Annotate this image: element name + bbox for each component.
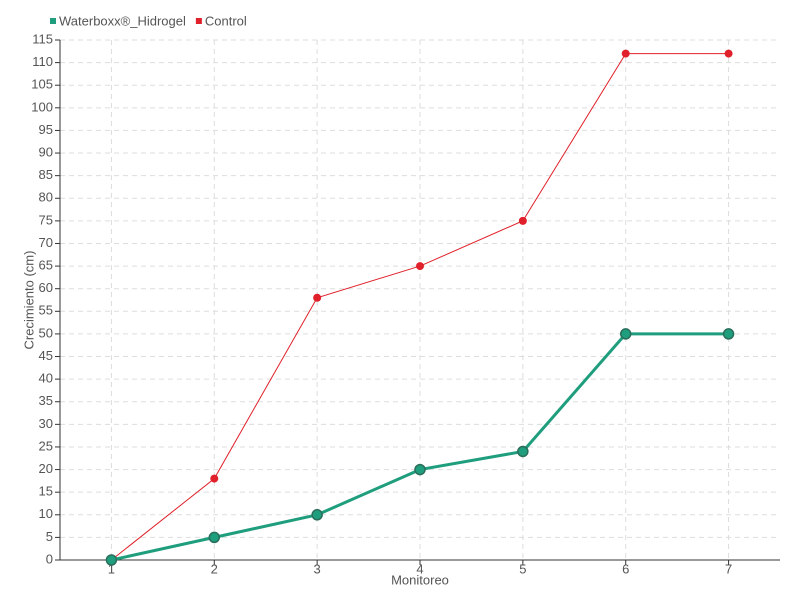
x-tick-label: 3 <box>314 561 321 576</box>
data-point <box>518 216 527 225</box>
y-axis-label: Crecimiento (cm) <box>21 251 36 350</box>
y-tick-label: 0 <box>46 551 53 566</box>
data-point <box>311 509 323 521</box>
x-tick-label: 5 <box>519 561 526 576</box>
y-tick-label: 55 <box>39 303 53 318</box>
data-point <box>313 293 322 302</box>
data-point <box>621 49 630 58</box>
x-tick-label: 7 <box>725 561 732 576</box>
y-tick-label: 10 <box>39 506 53 521</box>
x-tick-label: 2 <box>211 561 218 576</box>
data-point <box>517 445 529 458</box>
y-tick-label: 60 <box>39 280 53 295</box>
y-tick-label: 50 <box>39 325 53 340</box>
x-tick-label: 4 <box>416 561 423 576</box>
data-point <box>722 328 735 340</box>
legend-label: Waterboxx®_Hidrogel <box>59 13 186 28</box>
data-point <box>414 463 426 476</box>
y-tick-label: 25 <box>39 438 53 453</box>
y-tick-label: 5 <box>46 529 53 544</box>
data-point <box>619 328 632 340</box>
y-tick-label: 90 <box>39 144 53 159</box>
legend-swatch <box>195 18 202 24</box>
y-tick-label: 85 <box>39 167 53 182</box>
y-tick-label: 75 <box>39 212 53 227</box>
y-tick-label: 65 <box>39 258 53 273</box>
y-tick-label: 45 <box>39 348 53 363</box>
y-tick-label: 105 <box>31 77 53 92</box>
data-point <box>105 554 118 566</box>
y-tick-label: 30 <box>39 416 53 431</box>
data-point <box>724 49 733 58</box>
y-tick-label: 20 <box>39 461 53 476</box>
y-tick-label: 95 <box>39 122 53 137</box>
y-tick-label: 70 <box>39 235 53 250</box>
y-tick-label: 110 <box>32 54 53 69</box>
legend-label: Control <box>205 13 247 28</box>
y-tick-label: 40 <box>39 371 53 386</box>
data-point <box>210 474 219 483</box>
data-point <box>208 531 221 544</box>
legend-swatch <box>50 18 56 24</box>
y-tick-label: 15 <box>39 484 53 499</box>
x-tick-label: 6 <box>622 561 629 576</box>
y-tick-label: 100 <box>31 99 53 114</box>
y-tick-label: 35 <box>39 393 53 408</box>
y-tick-label: 80 <box>39 190 53 205</box>
x-axis-label: Monitoreo <box>391 572 449 587</box>
data-point <box>416 262 424 271</box>
y-tick-label: 115 <box>32 31 53 46</box>
x-tick-label: 1 <box>108 561 115 576</box>
